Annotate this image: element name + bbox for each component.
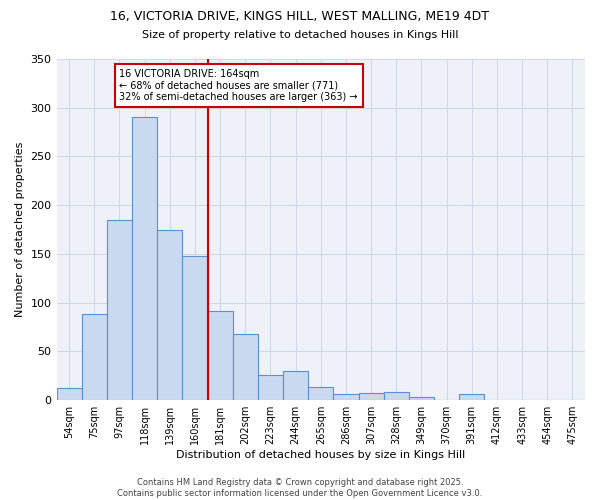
Bar [283, 371, 308, 400]
Bar [359, 394, 383, 400]
Bar [182, 256, 208, 400]
Bar [233, 334, 258, 400]
X-axis label: Distribution of detached houses by size in Kings Hill: Distribution of detached houses by size … [176, 450, 466, 460]
Bar [82, 314, 107, 400]
Bar [56, 388, 82, 400]
Bar [107, 220, 132, 400]
Text: Contains HM Land Registry data © Crown copyright and database right 2025.
Contai: Contains HM Land Registry data © Crown c… [118, 478, 482, 498]
Y-axis label: Number of detached properties: Number of detached properties [15, 142, 25, 318]
Bar [334, 394, 359, 400]
Text: Size of property relative to detached houses in Kings Hill: Size of property relative to detached ho… [142, 30, 458, 40]
Bar [459, 394, 484, 400]
Bar [308, 386, 334, 400]
Text: 16, VICTORIA DRIVE, KINGS HILL, WEST MALLING, ME19 4DT: 16, VICTORIA DRIVE, KINGS HILL, WEST MAL… [110, 10, 490, 23]
Bar [157, 230, 182, 400]
Text: 16 VICTORIA DRIVE: 164sqm
← 68% of detached houses are smaller (771)
32% of semi: 16 VICTORIA DRIVE: 164sqm ← 68% of detac… [119, 68, 358, 102]
Bar [132, 118, 157, 400]
Bar [409, 398, 434, 400]
Bar [208, 312, 233, 400]
Bar [383, 392, 409, 400]
Bar [258, 375, 283, 400]
